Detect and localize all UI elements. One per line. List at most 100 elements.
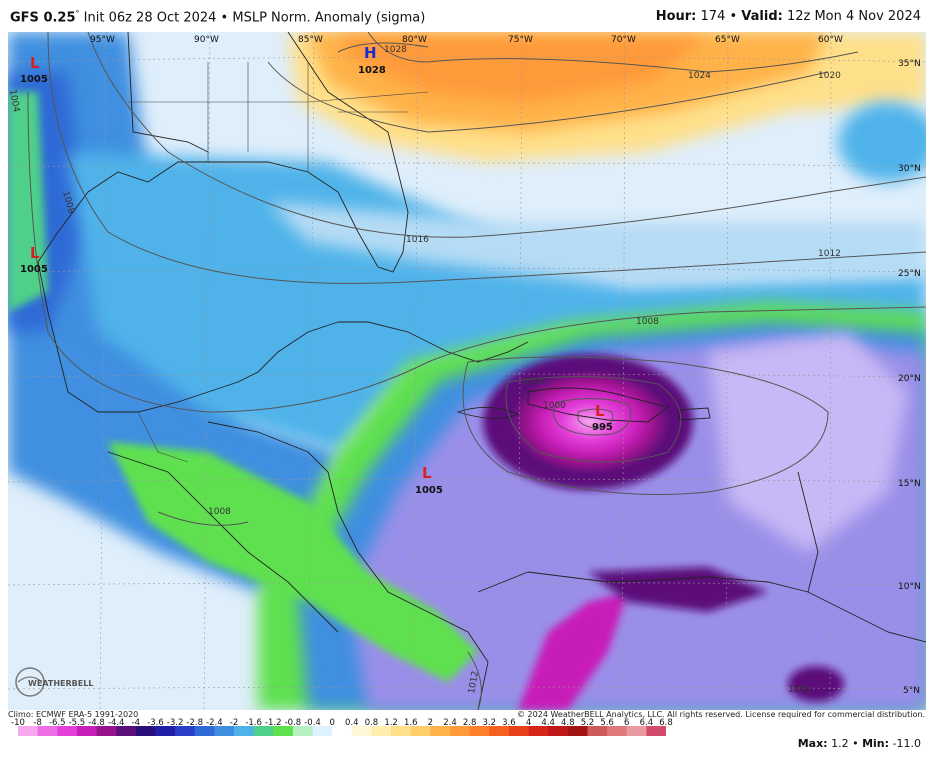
low-value-nw: 1005 [20, 74, 48, 85]
colorbar-swatch [292, 726, 314, 736]
colorbar-tick-label: 4 [525, 718, 532, 728]
colorbar-tick-label: -1.6 [245, 718, 262, 728]
low-value-storm: 995 [592, 422, 613, 433]
low-symbol-nw: L [30, 54, 40, 72]
colorbar-swatch [76, 726, 98, 736]
low-symbol-texas: L [30, 244, 40, 262]
isobar-label-1024: 1024 [688, 71, 711, 81]
colorbar-swatch [312, 726, 333, 736]
colorbar-swatch [450, 726, 471, 736]
colorbar-tick-label: -6.5 [48, 718, 66, 728]
colorbar-swatch [587, 726, 608, 736]
isobar-label-1012-sa: 1012 [467, 670, 481, 694]
hour-value: 174 • [696, 9, 742, 24]
high-symbol: H [364, 44, 377, 62]
lat-label-20n: 20°N [898, 374, 921, 384]
colorbar-swatch [567, 726, 588, 736]
model-title: GFS 0.25° Init 06z 28 Oct 2024 • MSLP No… [10, 9, 425, 25]
anomaly-purple-guiana [788, 666, 844, 702]
valid-label: Valid: [741, 9, 783, 24]
anomaly-green-west [8, 92, 48, 312]
header-bar: GFS 0.25° Init 06z 28 Oct 2024 • MSLP No… [0, 0, 935, 32]
anomaly-deeporange-high [338, 37, 708, 102]
min-value: -11.0 [889, 737, 921, 750]
anomaly-magenta-andes [518, 592, 628, 710]
colorbar-swatch [646, 726, 666, 736]
hour-label: Hour: [655, 9, 697, 24]
colorbar-swatch [489, 726, 510, 736]
colorbar-tick-label: -2 [229, 718, 239, 728]
colorbar-swatch [116, 726, 137, 736]
colorbar-tick-label: -8 [33, 718, 42, 728]
lat-label-25n: 25°N [898, 269, 921, 279]
colorbar-swatch [37, 726, 58, 736]
colorbar-swatch [626, 726, 647, 736]
colorbar-tick-label: 5.2 [580, 718, 595, 728]
isobar-label-1012: 1012 [818, 249, 841, 259]
logo-text: WEATHERBELL [28, 679, 93, 688]
isobar-label-1004-west: 1004 [8, 89, 21, 114]
colorbar-tick-label: -0.4 [304, 718, 321, 728]
storm-core [510, 370, 670, 474]
colorbar-swatch [548, 726, 569, 736]
anomaly-green-centralamerica [108, 442, 478, 682]
lat-label-35n: 35°N [898, 59, 921, 69]
lat-lon-grid [8, 32, 926, 710]
valid-info: Hour: 174 • Valid: 12z Mon 4 Nov 2024 [656, 9, 921, 24]
max-value: 1.2 • [827, 737, 863, 750]
colorbar-tick-label: 6 [624, 718, 630, 728]
low-symbol-storm: L [595, 402, 605, 420]
pressure-centers: L 1005 L 1005 H 1028 L 995 L 1005 [20, 44, 613, 496]
isobar-label-1008-guiana: 1008 [788, 685, 811, 695]
colorbar-tick-label: 0.4 [345, 718, 359, 728]
colorbar-swatch [253, 726, 274, 736]
lat-label-10n: 10°N [898, 582, 921, 592]
lat-label-5n: 5°N [903, 686, 920, 696]
colorbar-tick-label: -10 [11, 718, 25, 728]
isobar-label-1004: 1004 [523, 377, 546, 387]
high-value: 1028 [358, 65, 386, 76]
colorbar-tick-label: -2.4 [206, 718, 223, 728]
colorbar-swatch [234, 726, 255, 736]
colorbar-tick-label: -0.8 [284, 718, 302, 728]
colorbar-swatch [332, 726, 353, 736]
max-label: Max: [797, 737, 828, 750]
colorbar-tick-label: -5.5 [68, 718, 86, 728]
colorbar-swatch [273, 726, 294, 736]
colorbar-tick-label: 3.2 [482, 718, 497, 728]
colorbar-swatch [607, 726, 628, 736]
copyright-note: © 2024 WeatherBELL Analytics, LLC. All r… [517, 710, 925, 719]
latitude-labels: 35°N 30°N 25°N 20°N 15°N 10°N 5°N [898, 59, 921, 696]
colorbar-tick-label: -4.4 [107, 718, 125, 728]
model-name: GFS 0.25 [10, 10, 76, 26]
anomaly-blue-gulf [68, 152, 926, 452]
climo-note: Climo: ECMWF ERA-5 1991-2020 [8, 710, 139, 719]
colorbar-tick-label: 3.6 [502, 718, 516, 728]
colorbar-tick-label: 6.8 [659, 718, 673, 728]
colorbar-tick-label: 5.6 [600, 718, 614, 728]
colorbar [18, 726, 666, 736]
lon-label-60w: 60°W [818, 35, 843, 45]
colorbar-tick-label: -3.6 [147, 718, 164, 728]
isobar-label-1028: 1028 [384, 45, 407, 55]
colorbar-swatch [430, 726, 451, 736]
init-info: Init 06z 28 Oct 2024 • MSLP Norm. Anomal… [79, 10, 426, 26]
anomaly-pale-lavender [708, 332, 908, 552]
low-symbol-caribbean: L [422, 464, 432, 482]
colorbar-swatch [96, 726, 117, 736]
colorbar-tick-label: 4.4 [541, 718, 555, 728]
lon-label-90w: 90°W [194, 35, 219, 45]
colorbar-swatch [135, 726, 156, 736]
colorbar-swatch [410, 726, 431, 736]
max-min-readout: Max: 1.2 • Min: -11.0 [798, 737, 921, 750]
lon-label-95w: 95°W [90, 35, 115, 45]
colorbar-tick-label: 4.8 [561, 718, 575, 728]
isobar-label-1016: 1016 [406, 235, 429, 245]
lat-label-15n: 15°N [898, 479, 921, 489]
colorbar-tick-label: 0.8 [364, 718, 379, 728]
anomaly-map[interactable]: 1028 1024 1020 1016 1012 1008 1004 1000 … [8, 32, 926, 710]
colorbar-tick-label: -1.2 [264, 718, 282, 728]
footer: Climo: ECMWF ERA-5 1991-2020 © 2024 Weat… [0, 710, 935, 768]
degree-mark: ° [75, 9, 80, 18]
colorbar-tick-label: -4.8 [88, 718, 105, 728]
